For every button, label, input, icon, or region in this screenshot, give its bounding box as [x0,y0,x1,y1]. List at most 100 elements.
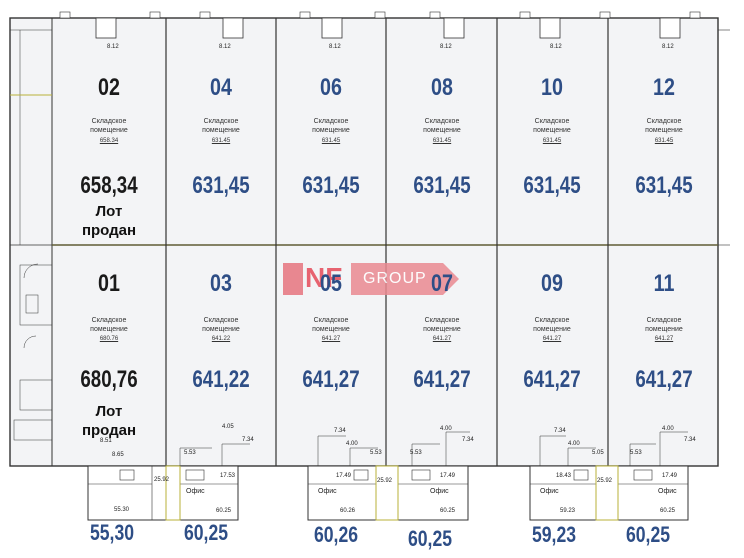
room-label: помещение [533,127,571,134]
office-dim: 55.30 [114,507,130,513]
office-label: Офис [318,488,337,495]
office-dim: 5.53 [630,450,642,456]
room-label: помещение [645,127,683,134]
room-label: Складское [91,118,127,125]
room-area-small: 658.34 [99,138,119,144]
sold-label: продан [81,422,137,439]
room-area-small: 631.45 [432,138,452,144]
room-label: Складское [424,118,460,125]
office-dim: 5.53 [184,450,196,456]
room-label: помещение [645,326,683,333]
unit-number: 04 [210,74,232,101]
office-dim: 25.92 [597,478,613,484]
office-area: 60,25 [407,526,453,551]
room-area-small: 631.45 [321,138,341,144]
unit-number: 02 [98,74,120,101]
unit-area: 631,45 [192,172,250,199]
unit-number: 05 [320,270,342,297]
unit-area: 631,45 [413,172,471,199]
office-dim: 59.23 [560,508,576,514]
office-dim: 5.53 [410,450,422,456]
room-area-small: 680.76 [99,336,119,342]
unit-number: 10 [541,74,563,101]
room-label: помещение [202,326,240,333]
unit-number: 09 [541,270,563,297]
unit-number: 06 [320,74,342,101]
office-dim: 7.34 [334,428,346,434]
unit-area: 658,34 [80,172,138,199]
office-dim: 60.25 [216,508,232,514]
office-dim: 60.25 [440,508,456,514]
office-dim: 7.34 [554,428,566,434]
office-dim: 4.00 [440,426,452,432]
dim-label: 8.12 [440,44,452,50]
unit-area: 680,76 [80,366,138,393]
room-label: Складское [313,317,349,324]
office-dim: 4.05 [222,424,234,430]
room-label: помещение [312,326,350,333]
room-label: Складское [91,317,127,324]
office-dim: 8.51 [100,438,112,444]
unit-area: 641,27 [302,366,360,393]
room-label: Складское [646,317,682,324]
room-label: помещение [202,127,240,134]
office-dim: 7.34 [684,437,696,443]
office-dim: 17.49 [336,473,352,479]
unit-number: 08 [431,74,453,101]
office-dim: 25.92 [377,478,393,484]
room-label: Складское [203,317,239,324]
dim-label: 8.12 [107,44,119,50]
room-label: Складское [313,118,349,125]
sold-label: продан [81,222,137,239]
office-dim: 17.53 [220,473,236,479]
unit-area: 641,27 [635,366,693,393]
unit-area: 631,45 [523,172,581,199]
room-label: помещение [423,127,461,134]
dim-label: 8.12 [329,44,341,50]
unit-number: 12 [653,74,675,101]
room-label: помещение [90,326,128,333]
unit-area: 641,22 [192,366,250,393]
office-dim: 5.05 [592,450,604,456]
office-dim: 17.49 [662,473,678,479]
room-label: помещение [312,127,350,134]
office-dim: 4.00 [662,426,674,432]
unit-area: 631,45 [635,172,693,199]
sold-label: Лот [95,203,123,220]
office-label: Офис [540,488,559,495]
office-area: 55,30 [89,520,135,545]
office-area: 60,25 [183,520,229,545]
room-area-small: 641.27 [654,336,674,342]
office-dim: 5.53 [370,450,382,456]
office-label: Офис [430,488,449,495]
office-dim: 8.65 [112,452,124,458]
room-label: Складское [646,118,682,125]
room-label: помещение [423,326,461,333]
room-area-small: 631.45 [542,138,562,144]
office-dim: 4.00 [568,441,580,447]
office-area: 59,23 [531,522,577,547]
sold-label: Лот [95,403,123,420]
logo-nf: NF [305,262,343,293]
room-label: Складское [534,118,570,125]
room-label: помещение [533,326,571,333]
office-label: Офис [186,488,205,495]
unit-number: 11 [653,270,675,297]
room-area-small: 641.27 [542,336,562,342]
room-area-small: 631.45 [211,138,231,144]
dim-label: 8.12 [662,44,674,50]
office-area: 60,25 [625,522,671,547]
office-dim: 60.26 [340,508,356,514]
logo-group: GROUP [363,270,427,287]
office-dim: 7.34 [242,437,254,443]
room-area-small: 641.27 [432,336,452,342]
office-area: 60,26 [313,522,359,547]
unit-number: 07 [431,270,453,297]
office-dim: 17.49 [440,473,456,479]
room-label: Складское [424,317,460,324]
office-dim: 4.00 [346,441,358,447]
room-area-small: 641.22 [211,336,231,342]
office-dim: 25.92 [154,477,170,483]
office-dim: 60.25 [660,508,676,514]
